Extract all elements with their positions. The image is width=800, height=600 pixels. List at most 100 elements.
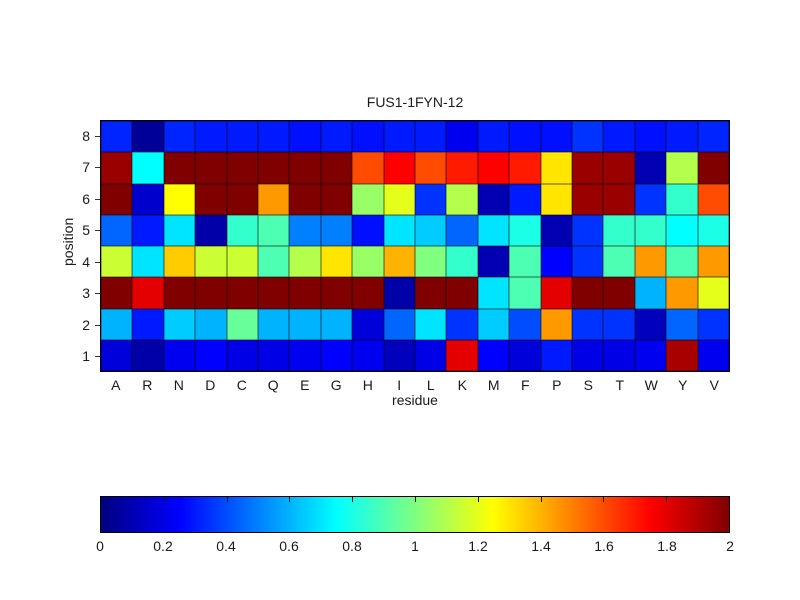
heatmap-cell — [383, 214, 415, 246]
heatmap-cell — [132, 339, 164, 371]
heatmap-cell — [540, 121, 572, 153]
heatmap-cell — [509, 339, 541, 371]
heatmap-cell — [540, 339, 572, 371]
heatmap-cell — [634, 183, 667, 215]
x-axis-tick-label: H — [362, 377, 373, 393]
heatmap-cell — [101, 121, 133, 153]
heatmap-cell — [289, 214, 321, 246]
heatmap-cell — [195, 308, 227, 340]
colorbar-tick-mark — [226, 497, 228, 502]
x-axis-tick-label: D — [205, 377, 216, 393]
heatmap-cell — [195, 214, 227, 246]
colorbar — [100, 496, 730, 533]
x-axis-tick-label: A — [111, 377, 121, 393]
heatmap-cell — [571, 308, 604, 340]
heatmap-cell — [289, 152, 321, 184]
heatmap-cell — [509, 246, 541, 278]
heatmap-cell — [666, 121, 698, 153]
heatmap-cell — [163, 152, 196, 184]
heatmap-cell — [101, 246, 133, 278]
heatmap-cell — [383, 183, 415, 215]
y-axis-tick-label: 4 — [82, 253, 90, 270]
heatmap-cell — [697, 246, 729, 278]
heatmap-cell — [603, 308, 635, 340]
heatmap-cell — [666, 308, 698, 340]
x-axis-tick-label: P — [552, 377, 562, 393]
heatmap-cell — [101, 308, 133, 340]
heatmap-cell — [446, 339, 478, 371]
heatmap-cell — [634, 152, 667, 184]
heatmap-cell — [195, 339, 227, 371]
heatmap-cell — [477, 308, 510, 340]
colorbar-tick-mark — [289, 497, 291, 502]
heatmap-cell — [352, 214, 384, 246]
heatmap-cell — [257, 152, 290, 184]
heatmap-cell — [320, 277, 353, 309]
heatmap-cell — [226, 121, 258, 153]
heatmap-cell — [289, 183, 321, 215]
heatmap-cell — [383, 277, 415, 309]
heatmap-cell — [257, 246, 290, 278]
x-axis-label: residue — [392, 392, 438, 408]
heatmap-cell — [383, 121, 415, 153]
x-axis-tick-label: R — [142, 377, 153, 393]
heatmap-cell — [163, 121, 196, 153]
colorbar-tick-mark — [666, 497, 668, 502]
heatmap-cell — [257, 308, 290, 340]
heatmap-cell — [226, 214, 258, 246]
heatmap-cell — [414, 183, 447, 215]
colorbar-tick-label: 0.2 — [153, 538, 173, 554]
heatmap-cell — [320, 214, 353, 246]
heatmap-cell — [101, 152, 133, 184]
heatmap-cell — [414, 121, 447, 153]
x-axis-tick-label: S — [583, 377, 593, 393]
heatmap-cell — [101, 183, 133, 215]
heatmap-cell — [446, 183, 478, 215]
colorbar-tick-mark — [163, 497, 165, 502]
heatmap-cell — [634, 308, 667, 340]
colorbar-tick-label: 2 — [726, 538, 734, 554]
heatmap-cell — [195, 277, 227, 309]
heatmap-cell — [101, 277, 133, 309]
x-axis-tick-label: L — [426, 377, 435, 393]
heatmap-cell — [257, 214, 290, 246]
heatmap-cell — [320, 121, 353, 153]
chart-title: FUS1-1FYN-12 — [366, 94, 464, 110]
heatmap-cell — [540, 246, 572, 278]
heatmap-cell — [132, 308, 164, 340]
y-axis-tick-mark — [95, 230, 100, 232]
heatmap-cell — [603, 277, 635, 309]
heatmap-cell — [352, 339, 384, 371]
heatmap-cell — [132, 121, 164, 153]
x-axis-tick-label: E — [300, 377, 310, 393]
heatmap-cell — [414, 339, 447, 371]
x-axis-tick-label: M — [487, 377, 500, 393]
y-axis-tick-mark — [95, 135, 100, 137]
heatmap-cell — [571, 152, 604, 184]
y-axis-tick-mark — [95, 356, 100, 358]
heatmap-cell — [634, 339, 667, 371]
heatmap-cell — [697, 308, 729, 340]
y-axis-tick-label: 5 — [82, 222, 90, 239]
heatmap-cell — [226, 308, 258, 340]
heatmap-cell — [477, 339, 510, 371]
heatmap-cell — [477, 121, 510, 153]
heatmap-cell — [603, 152, 635, 184]
heatmap-cell — [132, 277, 164, 309]
heatmap-cell — [603, 339, 635, 371]
y-axis-tick-mark — [95, 261, 100, 263]
heatmap-cell — [132, 183, 164, 215]
heatmap-cell — [603, 214, 635, 246]
heatmap-plot-area — [100, 120, 730, 372]
colorbar-tick-mark — [540, 497, 542, 502]
heatmap-cell — [477, 152, 510, 184]
x-axis-tick-label: N — [173, 377, 184, 393]
heatmap-cell — [226, 246, 258, 278]
colorbar-tick-label: 1.8 — [657, 538, 677, 554]
x-axis-tick-label: K — [457, 377, 467, 393]
heatmap-cell — [477, 277, 510, 309]
colorbar-tick-label: 0.4 — [216, 538, 236, 554]
y-axis-tick-mark — [95, 324, 100, 326]
heatmap-cell — [571, 214, 604, 246]
heatmap-cell — [697, 214, 729, 246]
